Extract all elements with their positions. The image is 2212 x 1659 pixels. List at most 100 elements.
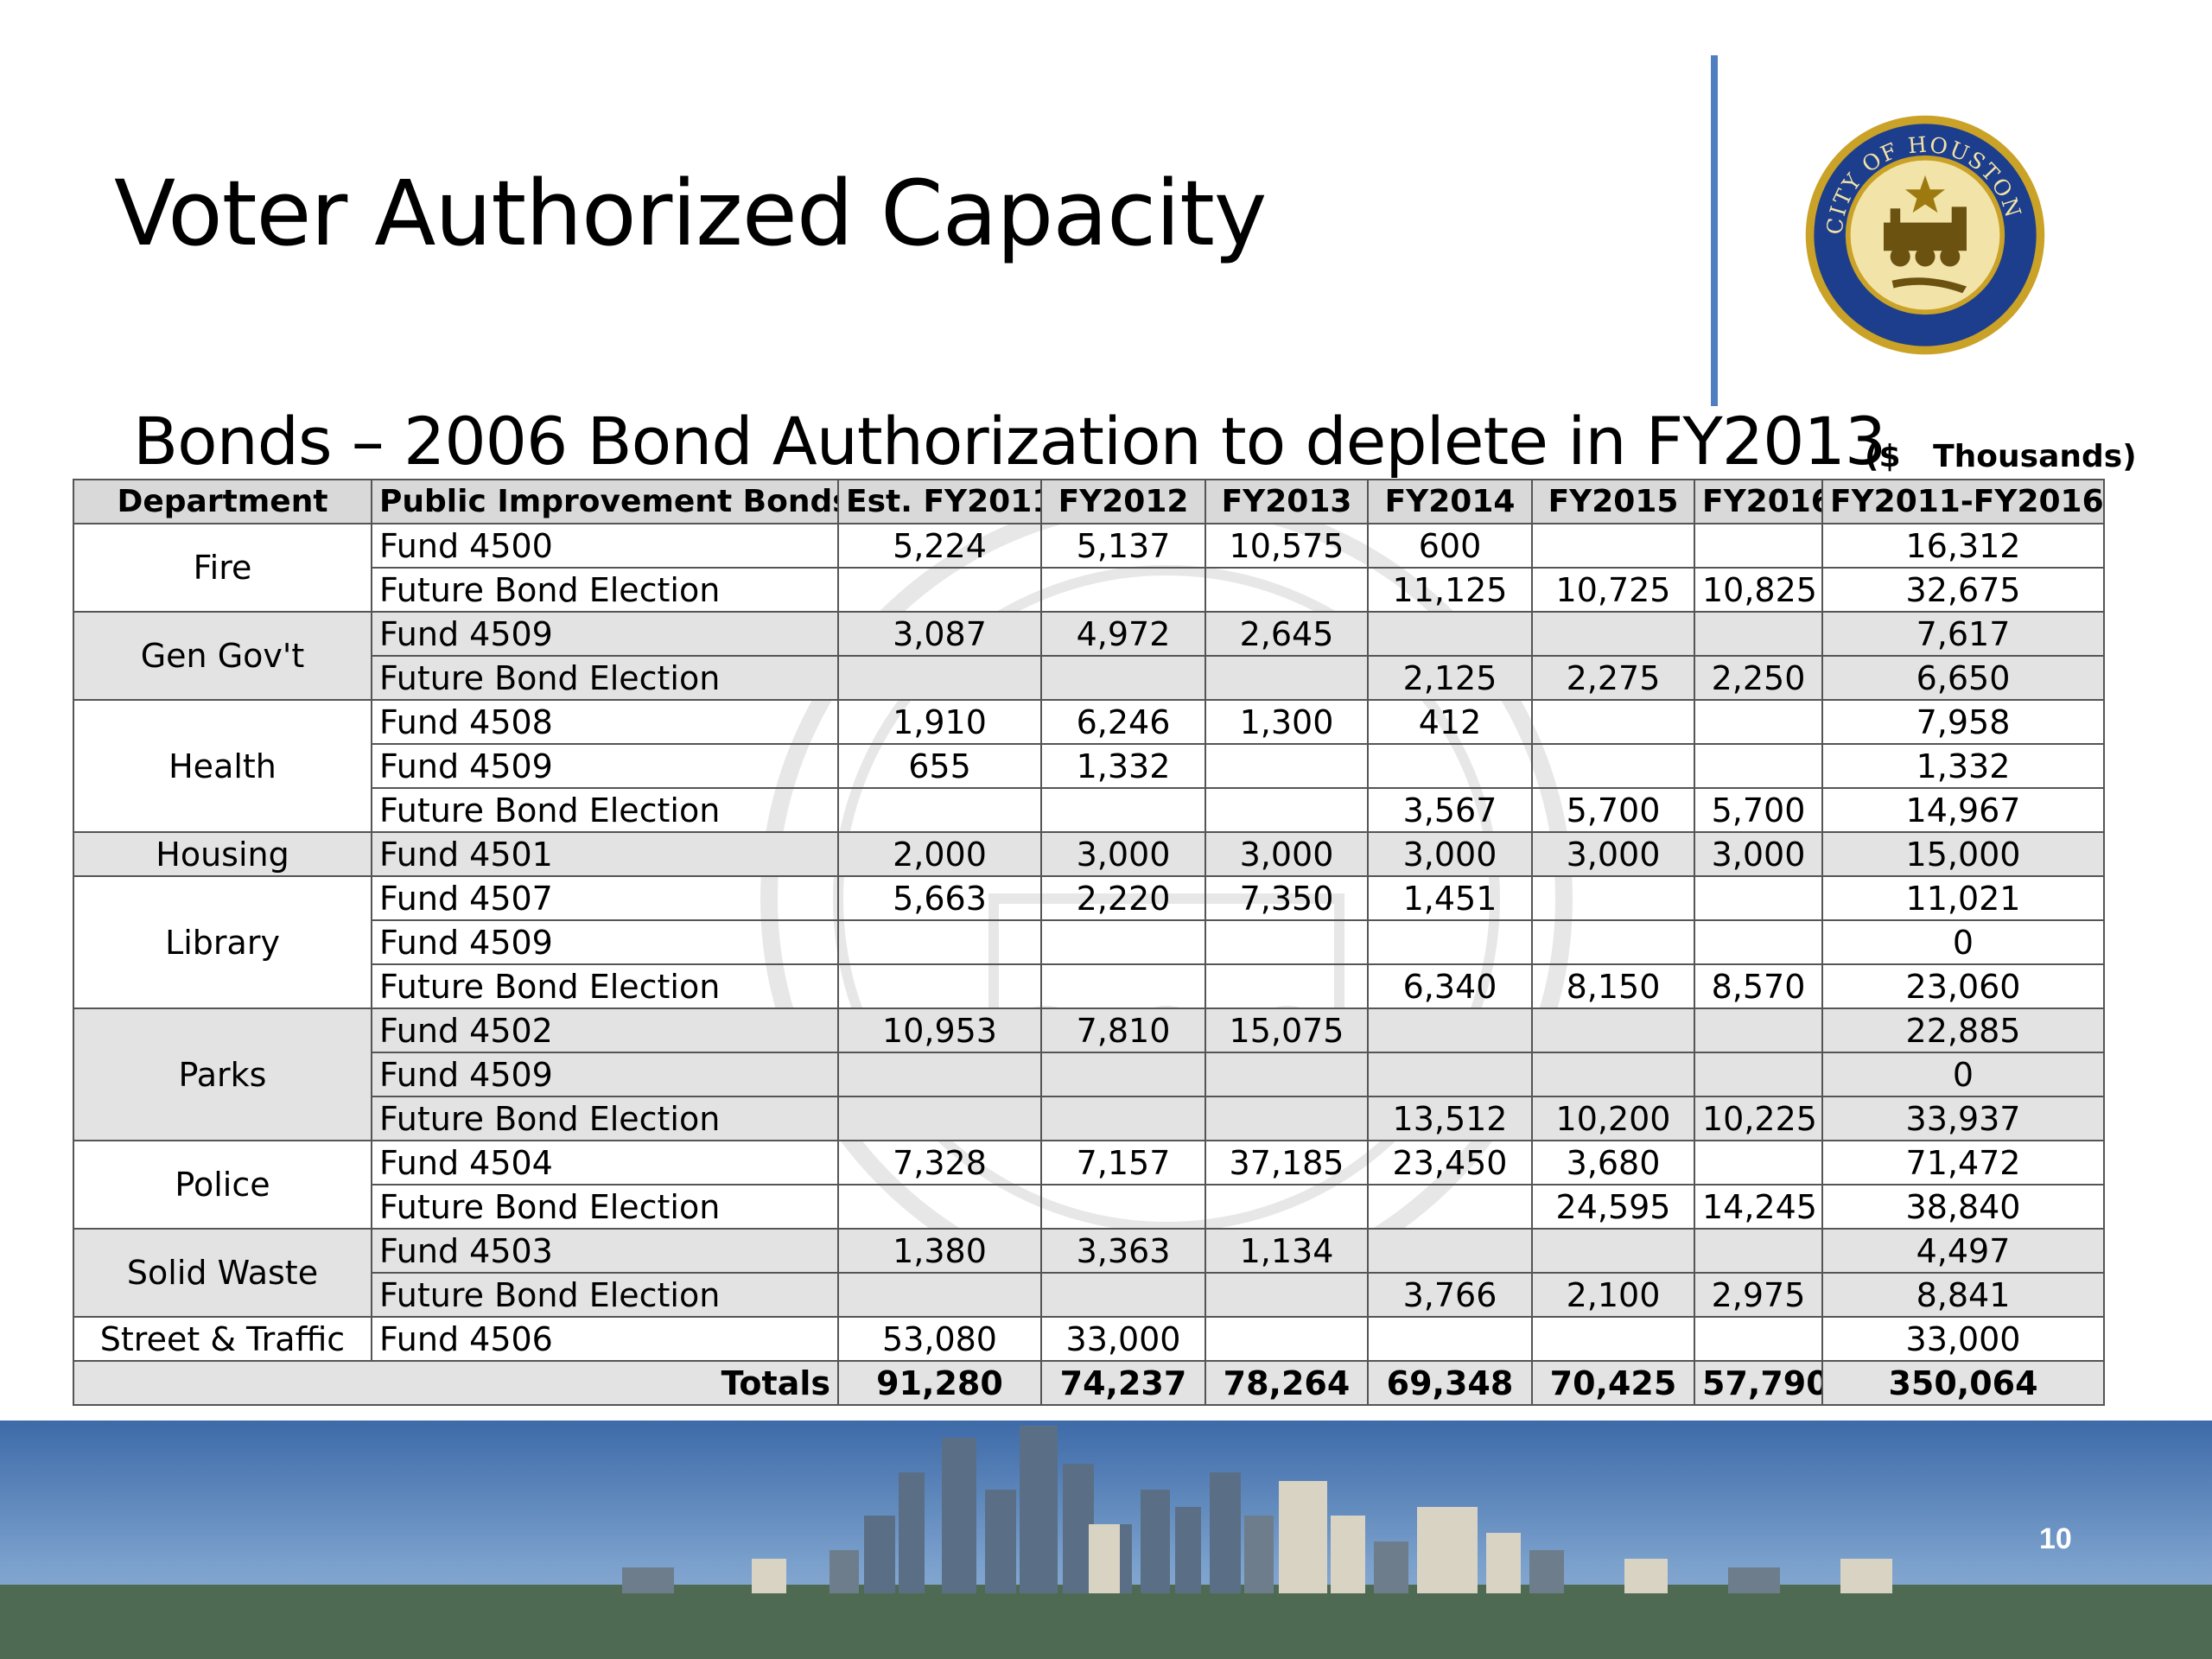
value-cell: 3,000 <box>1367 831 1533 877</box>
value-cell: 5,137 <box>1040 523 1206 569</box>
total-value-cell: 78,264 <box>1205 1360 1369 1406</box>
value-cell <box>1531 743 1695 789</box>
table-row: Police Fund 4504 7,328 7,157 37,185 23,450 3,6… <box>73 1140 2105 1230</box>
table-row: Future Bond Election 11,125 10,725 10,825 32… <box>73 567 2105 613</box>
value-cell <box>837 1184 1042 1230</box>
value-cell <box>1531 611 1695 657</box>
value-cell <box>1205 787 1369 833</box>
total-value-cell: 70,425 <box>1531 1360 1695 1406</box>
value-cell <box>1040 655 1206 701</box>
table-row: Fund 4509 655 1,332 1,332 <box>73 743 2105 789</box>
fund-cell: Fund 4509 <box>371 1052 839 1097</box>
units-label: ($ Thousands) <box>1865 439 2137 474</box>
value-cell: 7,350 <box>1205 875 1369 921</box>
houston-skyline-image <box>0 1421 2212 1659</box>
value-cell: 2,000 <box>837 831 1042 877</box>
table-row: Fund 4509 0 <box>73 919 2105 965</box>
value-cell: 15,000 <box>1821 831 2105 877</box>
table-row: Solid Waste Fund 4503 1,380 3,363 1,134 4,497 <box>73 1228 2105 1318</box>
header-department: Department <box>73 479 372 524</box>
fund-cell: Fund 4509 <box>371 743 839 789</box>
value-cell: 3,766 <box>1367 1272 1533 1318</box>
value-cell: 3,000 <box>1531 831 1695 877</box>
fund-cell: Fund 4502 <box>371 1007 839 1053</box>
value-cell: 2,275 <box>1531 655 1695 701</box>
fund-cell: Future Bond Election <box>371 1184 839 1230</box>
totals-row: Totals 91,280 74,237 78,264 69,348 70,425 57,7… <box>73 1360 2105 1406</box>
department-cell: Solid Waste <box>73 1228 372 1318</box>
value-cell <box>1531 875 1695 921</box>
value-cell: 7,157 <box>1040 1140 1206 1185</box>
table-row: Future Bond Election 13,512 10,200 10,225 33… <box>73 1096 2105 1141</box>
value-cell <box>1205 1052 1369 1097</box>
fund-cell: Fund 4501 <box>371 831 839 877</box>
value-cell <box>1694 1140 1823 1185</box>
value-cell <box>1531 1007 1695 1053</box>
value-cell <box>1040 1184 1206 1230</box>
value-cell <box>1367 1228 1533 1274</box>
value-cell: 6,650 <box>1821 655 2105 701</box>
bond-table: Department Public Improvement Bonds Est.… <box>73 479 2105 1406</box>
value-cell: 8,150 <box>1531 963 1695 1009</box>
value-cell <box>1205 655 1369 701</box>
header-fy2012: FY2012 <box>1040 479 1206 524</box>
value-cell <box>1367 611 1533 657</box>
table-row: Fire Fund 4500 5,224 5,137 10,575 600 16,312 <box>73 523 2105 613</box>
table-row: Street & Traffic Fund 4506 53,080 33,000 33,… <box>73 1316 2105 1362</box>
fund-cell: Future Bond Election <box>371 963 839 1009</box>
fund-cell: Fund 4508 <box>371 699 839 745</box>
value-cell: 1,300 <box>1205 699 1369 745</box>
value-cell <box>1205 1272 1369 1318</box>
value-cell: 1,332 <box>1040 743 1206 789</box>
department-cell: Health <box>73 699 372 833</box>
value-cell: 0 <box>1821 919 2105 965</box>
table-row: Future Bond Election 6,340 8,150 8,570 23,06… <box>73 963 2105 1009</box>
value-cell <box>1040 567 1206 613</box>
value-cell: 5,700 <box>1694 787 1823 833</box>
value-cell <box>1040 1052 1206 1097</box>
value-cell: 24,595 <box>1531 1184 1695 1230</box>
value-cell <box>1205 1316 1369 1362</box>
table-row: Health Fund 4508 1,910 6,246 1,300 412 7,958 <box>73 699 2105 833</box>
value-cell: 2,645 <box>1205 611 1369 657</box>
value-cell <box>1694 611 1823 657</box>
value-cell: 15,075 <box>1205 1007 1369 1053</box>
value-cell: 4,972 <box>1040 611 1206 657</box>
value-cell <box>837 1272 1042 1318</box>
total-value-cell: 74,237 <box>1040 1360 1206 1406</box>
department-cell: Parks <box>73 1007 372 1141</box>
table-row: Library Fund 4507 5,663 2,220 7,350 1,451 11,0… <box>73 875 2105 1009</box>
value-cell <box>1205 567 1369 613</box>
value-cell: 10,825 <box>1694 567 1823 613</box>
city-seal-icon: CITY OF HOUSTON TEXAS <box>1805 115 2045 355</box>
table-row: Future Bond Election 2,125 2,275 2,250 6,650 <box>73 655 2105 701</box>
header-fy2016: FY2016 <box>1694 479 1823 524</box>
value-cell <box>1040 1096 1206 1141</box>
header-public-improvement-bonds: Public Improvement Bonds <box>371 479 839 524</box>
table-row: Housing Fund 4501 2,000 3,000 3,000 3,000 3,00… <box>73 831 2105 877</box>
value-cell <box>1694 1316 1823 1362</box>
fund-cell: Fund 4509 <box>371 919 839 965</box>
value-cell: 3,567 <box>1367 787 1533 833</box>
value-cell <box>1205 1096 1369 1141</box>
value-cell: 23,060 <box>1821 963 2105 1009</box>
value-cell: 2,100 <box>1531 1272 1695 1318</box>
value-cell: 33,937 <box>1821 1096 2105 1141</box>
value-cell: 3,000 <box>1040 831 1206 877</box>
fund-cell: Fund 4503 <box>371 1228 839 1274</box>
value-cell: 10,575 <box>1205 523 1369 569</box>
value-cell <box>837 655 1042 701</box>
value-cell: 14,967 <box>1821 787 2105 833</box>
value-cell: 7,328 <box>837 1140 1042 1185</box>
value-cell <box>1205 963 1369 1009</box>
department-cell: Fire <box>73 523 372 613</box>
value-cell <box>1531 523 1695 569</box>
value-cell <box>1367 919 1533 965</box>
value-cell <box>1205 743 1369 789</box>
value-cell <box>1531 919 1695 965</box>
value-cell: 3,000 <box>1694 831 1823 877</box>
value-cell: 412 <box>1367 699 1533 745</box>
department-cell: Library <box>73 875 372 1009</box>
value-cell: 38,840 <box>1821 1184 2105 1230</box>
value-cell <box>1040 963 1206 1009</box>
